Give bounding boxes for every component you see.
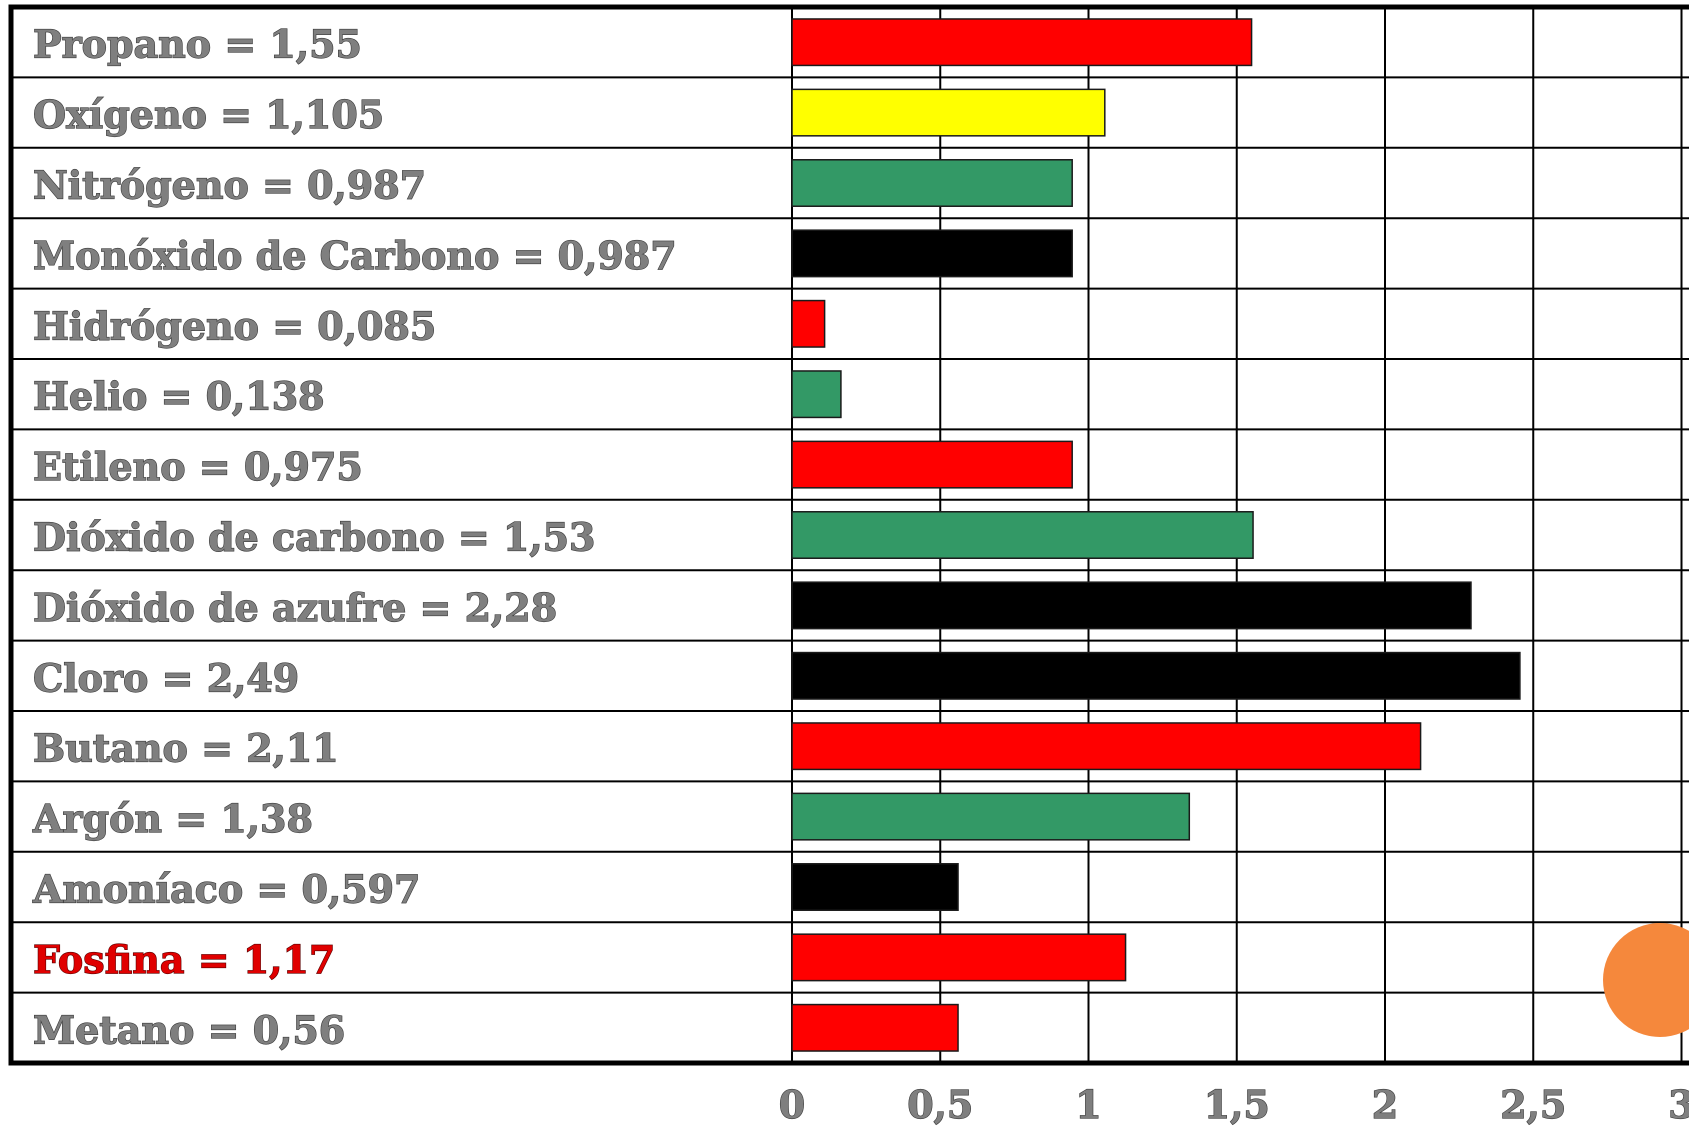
row-label: Etileno = 0,975	[33, 444, 363, 489]
bar	[791, 581, 1472, 630]
x-tick-label: 0	[779, 1082, 805, 1127]
x-axis-tick-labels: 0 0,5 1 1,5 2 2,5 3	[778, 1081, 1689, 1127]
row-label: Dióxido de azufre = 2,28	[33, 585, 557, 630]
bar	[791, 863, 959, 911]
row-labels: Propano = 1,55 Oxígeno = 1,105 Nitrógeno =…	[31, 21, 677, 1053]
bar	[791, 792, 1191, 841]
row-label: Amoníaco = 0,597	[32, 866, 421, 911]
x-tick-label: 0,5	[907, 1082, 973, 1127]
x-tick-label: 2,5	[1500, 1082, 1566, 1127]
bar	[791, 511, 1254, 559]
row-label: Butano = 2,11	[33, 726, 339, 771]
bar	[791, 933, 1127, 982]
row-label: Metano = 0,56	[33, 1007, 345, 1052]
bar	[791, 88, 1106, 137]
chart-frame	[8, 4, 1689, 1066]
decorative-orange-circle	[1603, 923, 1689, 1037]
x-tick-label: 1,5	[1204, 1082, 1270, 1127]
row-label: Dióxido de carbono = 1,53	[33, 514, 595, 559]
x-tick-label: 2	[1372, 1082, 1398, 1127]
bar	[791, 722, 1422, 771]
row-label: Helio = 0,138	[33, 374, 325, 419]
bar	[791, 159, 1073, 207]
row-label: Fosfina = 1,17	[33, 937, 335, 982]
row-label: Argón = 1,38	[32, 796, 313, 841]
chart-bars	[791, 18, 1521, 1052]
x-tick-label: 3	[1668, 1082, 1689, 1127]
bar	[791, 1003, 959, 1052]
row-label: Nitrógeno = 0,987	[33, 162, 426, 207]
bar	[791, 651, 1521, 700]
bar	[791, 440, 1073, 489]
row-label: Cloro = 2,49	[33, 655, 299, 700]
bar	[791, 229, 1073, 278]
x-tick-label: 1	[1075, 1082, 1101, 1127]
row-label: Hidrógeno = 0,085	[33, 303, 436, 348]
bar	[791, 370, 842, 419]
row-label: Monóxido de Carbono = 0,987	[33, 233, 677, 278]
bar	[791, 299, 826, 348]
row-label: Propano = 1,55	[33, 22, 362, 67]
bar	[791, 18, 1253, 67]
row-label: Oxígeno = 1,105	[33, 92, 384, 137]
